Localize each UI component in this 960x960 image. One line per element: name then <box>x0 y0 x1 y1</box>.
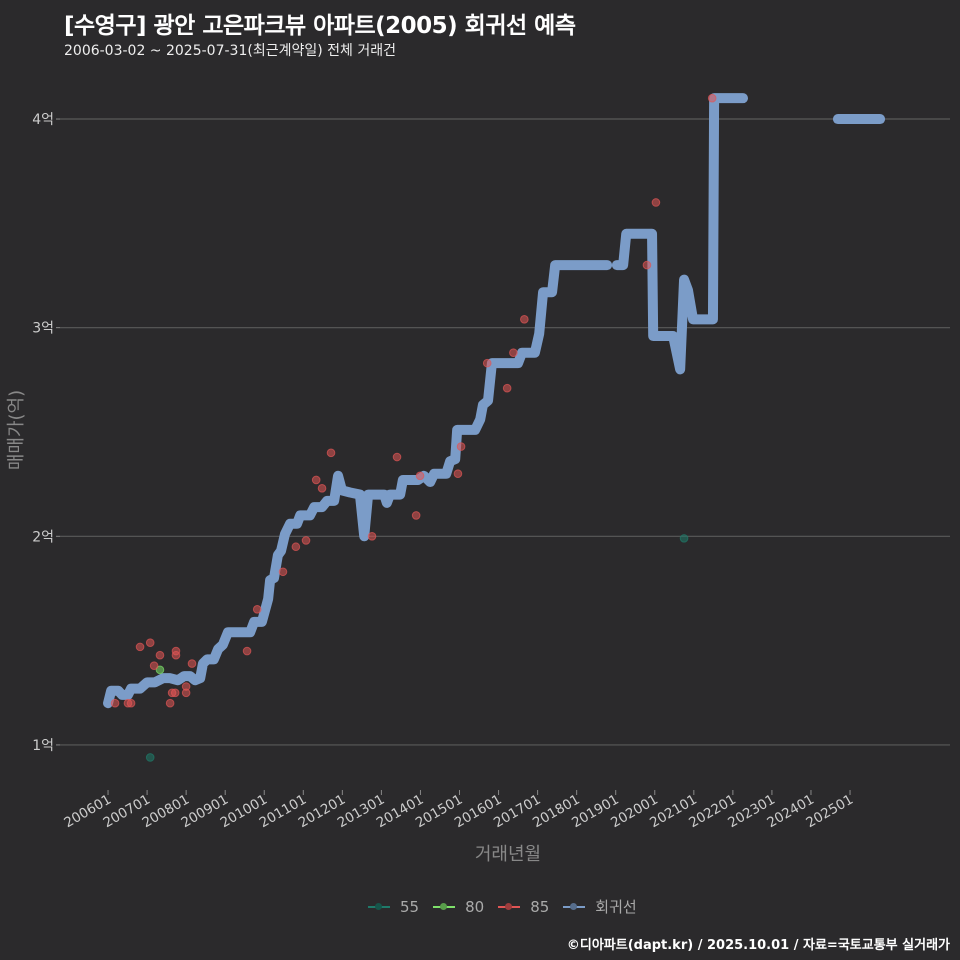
point-85 <box>145 638 155 648</box>
point-85 <box>170 688 180 698</box>
point-85 <box>149 661 159 670</box>
point-85 <box>509 348 518 358</box>
legend-key-icon <box>368 905 390 908</box>
point-85 <box>502 383 512 393</box>
legend-item: 55 <box>368 898 419 916</box>
point-85 <box>278 567 288 577</box>
legend-key-icon <box>563 905 586 908</box>
point-85 <box>242 646 252 656</box>
point-85 <box>187 659 197 668</box>
legend-label: 55 <box>400 897 420 916</box>
point-85 <box>135 642 145 652</box>
point-85 <box>181 682 191 691</box>
legend-label: 80 <box>465 897 485 916</box>
chart-title: [수영구] 광안 고은파크뷰 아파트(2005) 회귀선 예측 <box>64 13 576 39</box>
point-85 <box>651 198 661 207</box>
legend-label: 회귀선 <box>595 898 637 916</box>
point-85 <box>317 484 327 493</box>
legend: 55 80 85 회귀선 <box>368 896 637 917</box>
y-tick-label: 4억 <box>32 112 54 128</box>
y-axis-label: 매매가(억) <box>6 390 27 470</box>
point-85 <box>110 698 120 708</box>
point-85 <box>482 358 492 368</box>
footer-credit: ©디아파트(dapt.kr) / 2025.10.01 / 자료=국토교통부 실… <box>566 938 950 953</box>
point-85 <box>155 650 165 660</box>
y-tick-label: 3억 <box>32 321 54 337</box>
chart-subtitle: 2006-03-02 ~ 2025-07-31(최근계약일) 전체 거래건 <box>64 43 396 59</box>
legend-item: 85 <box>498 898 549 916</box>
point-85 <box>171 650 181 660</box>
point-85 <box>456 442 466 451</box>
point-85 <box>411 511 421 520</box>
point-85 <box>642 260 652 270</box>
regression-line <box>611 93 749 375</box>
point-85 <box>291 542 301 552</box>
point-85 <box>326 448 336 458</box>
regression-line <box>103 260 613 709</box>
point-85 <box>453 469 463 479</box>
point-85 <box>301 536 311 545</box>
x-axis-label: 거래년월 <box>475 844 541 865</box>
legend-key-icon <box>433 905 456 908</box>
legend-key-icon <box>498 905 521 908</box>
point-85 <box>126 698 136 708</box>
point-85 <box>415 471 425 481</box>
point-85 <box>367 531 377 541</box>
point-55 <box>145 753 155 762</box>
legend-item: 80 <box>433 898 484 916</box>
y-tick-label: 2억 <box>32 529 54 545</box>
point-85 <box>252 605 262 614</box>
point-85 <box>392 452 402 462</box>
legend-item: 회귀선 <box>563 896 637 917</box>
point-85 <box>165 698 175 708</box>
point-80 <box>155 665 165 675</box>
point-85 <box>707 93 717 103</box>
legend-label: 85 <box>530 897 550 916</box>
point-55 <box>679 534 689 543</box>
point-85 <box>311 475 321 485</box>
y-tick-label: 1억 <box>32 738 54 754</box>
point-85 <box>520 315 529 324</box>
